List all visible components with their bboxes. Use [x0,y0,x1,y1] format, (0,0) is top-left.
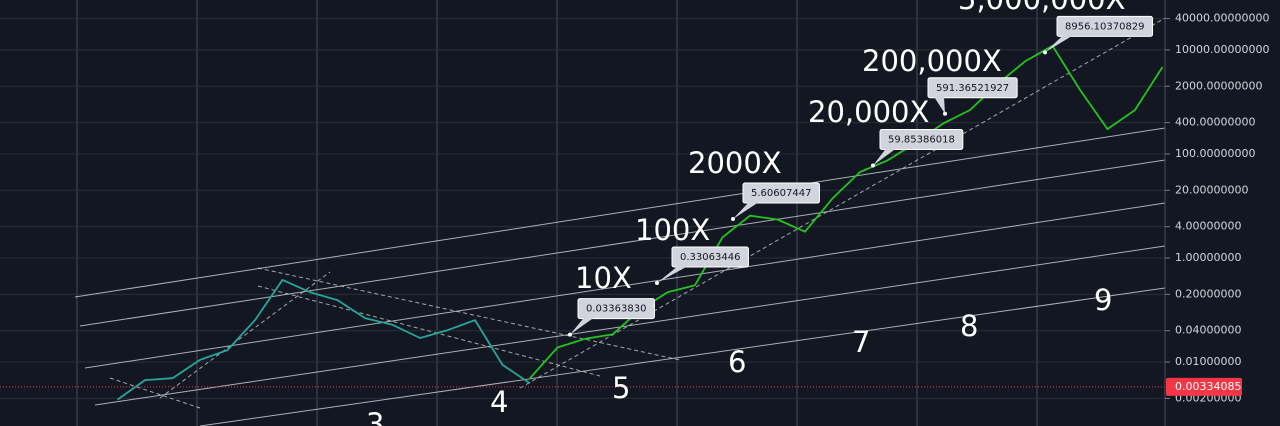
callout-label: 0.33063446 [680,252,740,263]
plot-area: 0.03363830 0.33063446 5.60607447 59.8538601… [0,0,1165,426]
y-tick-label: 4.00000000 [1175,220,1241,233]
multiplier-annotation: 100X [635,213,710,247]
dashed-line [257,285,601,377]
dashed-line [257,267,681,361]
y-tick-label: 100.00000000 [1175,147,1255,160]
price-tag-label: 0.00334085 [1175,380,1241,393]
y-tick-label: 2000.00000000 [1175,79,1262,92]
wave-label: 7 [852,325,870,359]
multiplier-annotation: 10X [575,261,632,295]
callout: 59.85386018 [871,129,964,168]
y-tick-label: 0.01000000 [1175,355,1241,368]
channel-line [199,287,1166,426]
series-line [116,279,531,401]
callout: 0.33063446 [655,246,749,286]
multiplier-annotation: 200,000X [862,44,1002,78]
wave-label: 6 [728,345,746,379]
price-tag [1166,377,1242,396]
callout-label: 59.85386018 [888,135,955,146]
callout-dot [1043,50,1047,55]
wave-label: 8 [960,309,978,343]
callout: 8956.10370829 [1043,15,1154,55]
callout-box [879,129,964,151]
callout-box [671,246,749,268]
callout-dot [943,111,947,116]
y-tick-label: 0.20000000 [1175,287,1241,300]
callout-pointer [873,148,896,166]
multiplier-annotation: 5,000,000X [958,0,1125,16]
callout-box [1056,15,1154,37]
horizontal-grid [0,18,1165,399]
callout-pointer [657,266,688,284]
callout: 591.36521927 [927,77,1018,116]
y-tick-label: 40000.00000000 [1175,12,1269,25]
channel-line [79,159,1166,327]
dashed-line [159,271,331,399]
y-tick-label: 400.00000000 [1175,116,1255,129]
channel-lines [74,127,1166,426]
y-tick-label: 10000.00000000 [1175,43,1269,56]
callout-pointer [570,317,594,335]
callout-pointer [1045,35,1073,53]
channel-line [74,127,1166,298]
callout-pointer [733,202,759,220]
y-axis: 40000.00000000 10000.00000000 2000.0000000… [1165,12,1269,404]
callout-dot [568,332,572,337]
callout-label: 8956.10370829 [1065,21,1145,32]
channel-line [94,245,1166,406]
y-tick-label: 0.04000000 [1175,324,1241,337]
callout-pointer [934,96,945,114]
y-tick-label: 20.00000000 [1175,183,1248,196]
axis-panel [1165,0,1280,426]
callout-dot [731,217,735,222]
callout-box [577,298,655,320]
wave-label: 9 [1094,283,1112,317]
callout-dot [871,163,875,168]
callout-label: 0.03363830 [586,304,646,315]
channel-line [84,202,1166,369]
wave-label: 4 [490,385,508,419]
dashed-line [109,377,201,409]
dashed-line [519,17,1166,389]
y-tick-label: 1.00000000 [1175,251,1241,264]
callout-label: 591.36521927 [936,83,1009,94]
vertical-grid [76,0,1038,426]
wave-label: 3 [366,407,384,426]
callout-dot [655,281,659,286]
wave-label: 5 [612,371,630,405]
multiplier-annotation: 20,000X [808,95,929,129]
callout: 5.60607447 [731,182,820,222]
callout-box [927,77,1018,99]
callout-label: 5.60607447 [751,188,811,199]
callout: 0.03363830 [568,298,655,337]
callout-box [742,182,820,204]
multiplier-annotation: 2000X [688,146,782,180]
dashed-trend-lines [109,17,1166,409]
